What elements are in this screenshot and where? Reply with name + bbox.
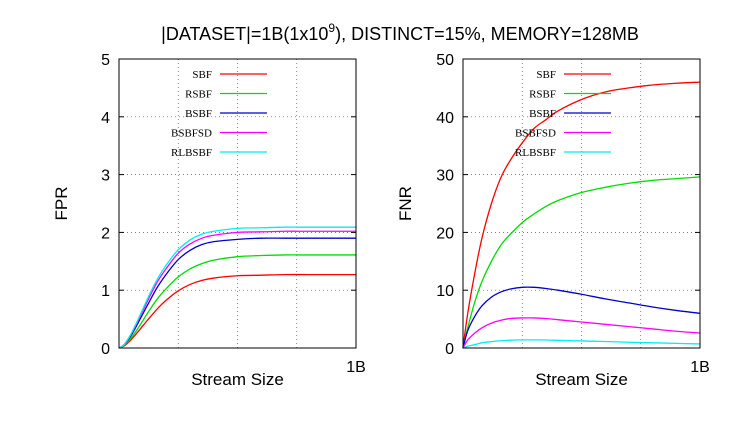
fpr-x-axis-label: Stream Size (191, 370, 284, 389)
fnr-y-tick-label: 10 (436, 283, 454, 300)
fnr-legend-label-rlbsbf: RLBSBF (515, 147, 556, 159)
chart-title: |DATASET|=1B(1x109), DISTINCT=15%, MEMOR… (161, 21, 639, 44)
fnr-plot-frame (462, 58, 701, 349)
fpr-legend-label-bsbf: BSBF (185, 108, 212, 120)
fpr-legend-label-bsbfsd: BSBFSD (171, 128, 212, 140)
fnr-y-tick-label: 30 (436, 168, 454, 185)
fpr-plot-frame (118, 58, 357, 349)
fpr-legend-label-sbf: SBF (192, 69, 212, 81)
fnr-y-tick-label: 40 (436, 110, 454, 127)
fnr-x-axis-label: Stream Size (535, 370, 628, 389)
fnr-series-line-sbf (462, 81, 701, 349)
fnr-legend-label-sbf: SBF (536, 69, 556, 81)
fnr-series-line-bsbf (462, 286, 701, 349)
fnr-y-tick-label: 0 (445, 341, 454, 358)
fpr-series-line-sbf (118, 273, 356, 349)
fpr-y-axis-label: FPR (52, 187, 71, 221)
fnr-legend-label-bsbfsd: BSBFSD (515, 128, 556, 140)
fpr-legend-label-rsbf: RSBF (185, 89, 212, 101)
fpr-y-tick-label: 4 (101, 110, 110, 127)
fpr-y-tick-label: 1 (101, 283, 110, 300)
fnr-legend-label-bsbf: BSBF (529, 108, 556, 120)
title-prefix: |DATASET|=1B(1x10 (161, 24, 328, 44)
title-suffix: ), DISTINCT=15%, MEMORY=128MB (335, 24, 639, 44)
fnr-legend-label-rsbf: RSBF (529, 89, 556, 101)
title-superscript: 9 (328, 21, 335, 35)
fpr-y-tick-label: 5 (101, 52, 110, 69)
fpr-x-tick-label-end: 1B (346, 359, 366, 376)
fpr-series-line-rlbsbf (118, 226, 357, 349)
fpr-y-tick-label: 2 (101, 225, 110, 242)
fpr-chart-panel: 0 1 2 3 4 5 1B Stream Size FPR SBF RSBF BSBF BSBFSD R… (52, 52, 366, 389)
fpr-series-line-rsbf (118, 254, 356, 349)
fnr-chart-panel: 0 10 20 30 40 50 1B Stream Size FNR SBF RSBF BSBF BS… (396, 52, 710, 389)
fpr-series-line-bsbf (118, 237, 356, 349)
fpr-y-tick-label: 0 (101, 341, 110, 358)
fpr-legend-label-rlbsbf: RLBSBF (171, 147, 212, 159)
fnr-series-line-rsbf (462, 176, 701, 349)
fnr-x-tick-label-end: 1B (690, 359, 710, 376)
fpr-y-tick-label: 3 (101, 168, 110, 185)
fnr-series-line-bsbfsd (462, 317, 701, 349)
fpr-series-line-bsbfsd (118, 230, 356, 349)
fnr-y-tick-label: 20 (436, 225, 454, 242)
fnr-series-line-rlbsbf (462, 339, 701, 349)
fnr-y-tick-label: 50 (436, 52, 454, 69)
fnr-y-axis-label: FNR (396, 186, 415, 221)
